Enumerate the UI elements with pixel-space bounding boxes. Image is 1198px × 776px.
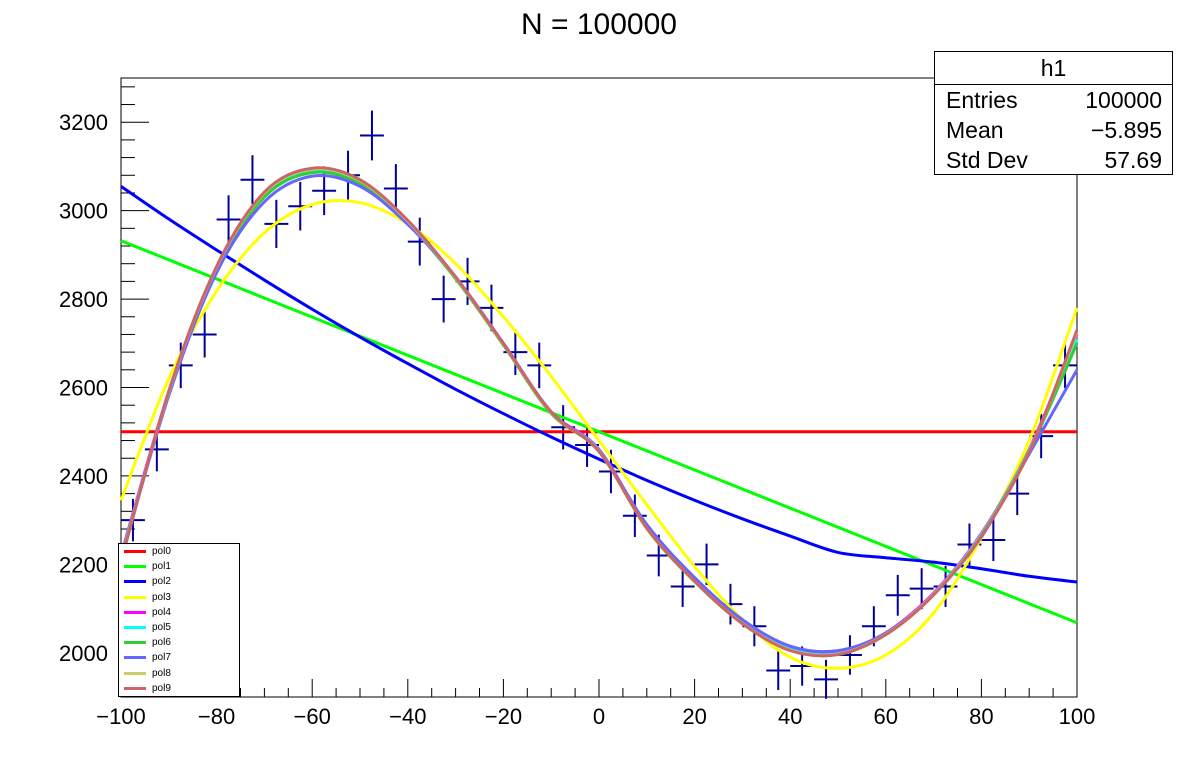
legend-swatch — [124, 550, 146, 554]
legend-swatch — [124, 641, 146, 645]
stats-value: 100000 — [1085, 87, 1162, 113]
stats-row-stddev: Std Dev 57.69 — [935, 145, 1172, 175]
legend-item: pol7 — [119, 650, 239, 665]
histogram-point — [885, 574, 910, 616]
histogram-point — [694, 543, 719, 586]
legend-label: pol4 — [152, 606, 171, 618]
x-tick-label: 80 — [969, 704, 993, 729]
legend-label: pol1 — [152, 561, 171, 573]
legend-swatch — [124, 565, 146, 569]
histogram-point — [431, 275, 456, 323]
x-tick-label: 40 — [778, 704, 802, 729]
legend-swatch — [124, 610, 146, 614]
fit-curve-pol9 — [119, 166, 1079, 658]
y-tick-label: 2000 — [59, 641, 108, 666]
x-tick-label: −80 — [198, 704, 235, 729]
histogram-point — [527, 342, 552, 389]
legend-item: pol0 — [119, 544, 239, 559]
stats-label: Std Dev — [946, 147, 1028, 173]
histogram-point — [479, 284, 504, 332]
y-tick-label: 2400 — [59, 464, 108, 489]
y-tick-label: 3200 — [59, 110, 108, 135]
legend-item: pol3 — [119, 590, 239, 605]
legend-swatch — [124, 595, 146, 599]
legend-label: pol8 — [152, 667, 171, 679]
chart-title: N = 100000 — [521, 8, 677, 41]
histogram-point — [981, 519, 1006, 562]
legend-label: pol3 — [152, 591, 171, 603]
y-tick-label: 2800 — [59, 287, 108, 312]
legend-label: pol6 — [152, 637, 171, 649]
x-tick-label: 60 — [874, 704, 898, 729]
stats-label: Mean — [946, 117, 1004, 143]
fit-curve-pol3 — [119, 198, 1079, 670]
legend-swatch — [124, 671, 146, 675]
stats-value: 57.69 — [1104, 147, 1162, 173]
axes: −100 −80 −60 −40 −20 0 20 40 60 80 100 2000 2200 2400… — [59, 77, 1096, 729]
fit-curve-pol2 — [120, 185, 1078, 584]
y-tick-label: 3000 — [59, 199, 108, 224]
legend-label: pol9 — [152, 682, 171, 694]
legend-label: pol2 — [152, 576, 171, 588]
fit-curve-pol5 — [119, 169, 1079, 657]
x-tick-label: −20 — [485, 704, 522, 729]
y-tick-label: 2200 — [59, 552, 108, 577]
legend-item: pol2 — [119, 574, 239, 589]
y-tick-label: 2600 — [59, 376, 108, 401]
x-tick-label: 20 — [682, 704, 706, 729]
histogram-point — [192, 311, 217, 358]
histogram-point — [360, 110, 384, 161]
legend-label: pol7 — [152, 652, 171, 664]
stats-name: h1 — [935, 52, 1172, 85]
x-tick-label: 0 — [593, 704, 605, 729]
legend-swatch — [124, 626, 146, 630]
legend-label: pol0 — [152, 546, 171, 558]
histogram-point — [670, 565, 695, 607]
histogram-point — [909, 568, 934, 610]
fit-curve-pol7 — [119, 174, 1079, 654]
stats-value: −5.895 — [1091, 117, 1162, 143]
stats-row-mean: Mean −5.895 — [935, 115, 1172, 145]
histogram-point — [766, 650, 791, 691]
legend-label: pol5 — [152, 622, 171, 634]
x-tick-label: −60 — [294, 704, 331, 729]
fit-curve-pol6 — [119, 170, 1079, 658]
legend: pol0 pol1 pol2 pol3 pol4 pol5 pol6 pol7 pol8 pol9 — [118, 543, 240, 697]
fit-curve-pol8 — [119, 167, 1079, 657]
legend-item: pol1 — [119, 559, 239, 574]
histogram-point — [622, 494, 647, 537]
legend-item: pol8 — [119, 666, 239, 681]
stats-box: h1 Entries 100000 Mean −5.895 Std Dev 57… — [934, 51, 1173, 175]
legend-swatch — [124, 580, 146, 584]
legend-item: pol5 — [119, 620, 239, 635]
x-tick-label: −100 — [96, 704, 146, 729]
fit-curves — [119, 166, 1079, 670]
legend-swatch — [124, 656, 146, 660]
stats-row-entries: Entries 100000 — [935, 85, 1172, 115]
x-tick-label: −40 — [389, 704, 426, 729]
stats-label: Entries — [946, 87, 1018, 113]
histogram-point — [240, 155, 265, 205]
legend-swatch — [124, 686, 146, 690]
fit-curve-pol4 — [119, 168, 1079, 656]
histogram-point — [168, 342, 193, 389]
histogram-point — [216, 195, 241, 244]
legend-item: pol4 — [119, 605, 239, 620]
x-tick-label: 100 — [1059, 704, 1096, 729]
histogram-point — [383, 164, 408, 213]
legend-item: pol9 — [119, 681, 239, 696]
legend-item: pol6 — [119, 635, 239, 650]
